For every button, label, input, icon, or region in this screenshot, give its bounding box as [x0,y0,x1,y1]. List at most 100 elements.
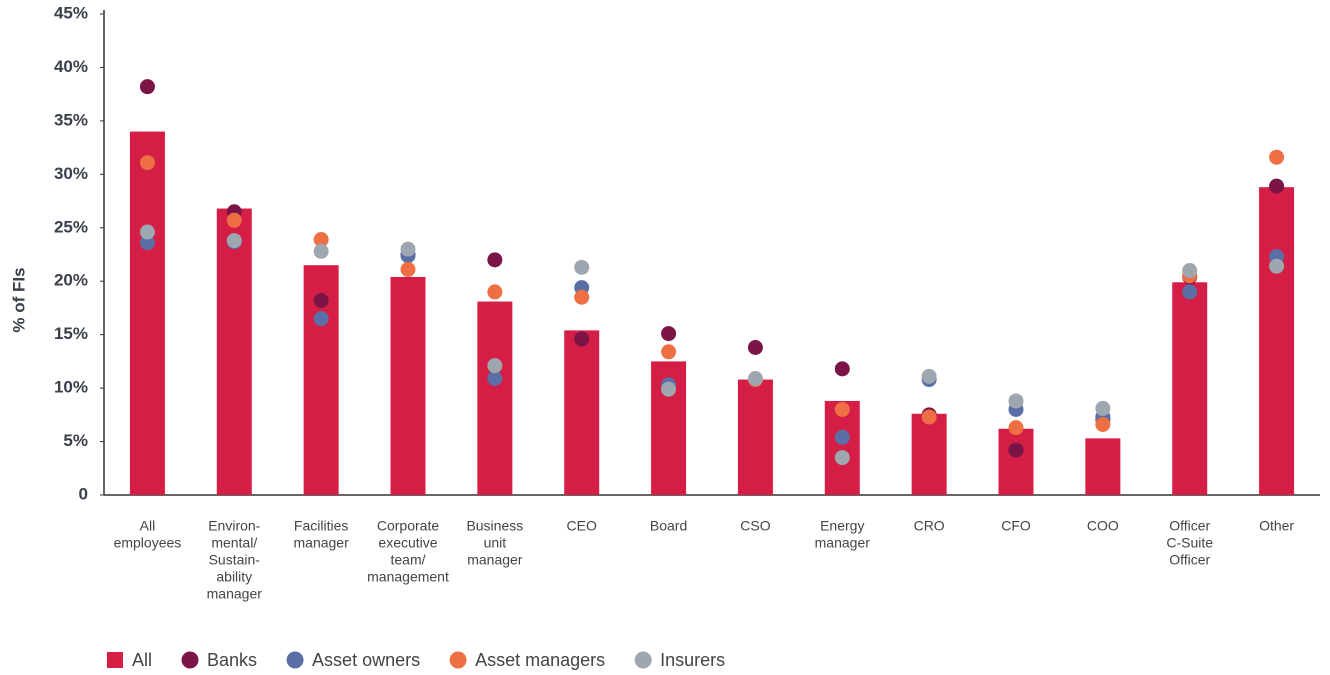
x-tick-label: CFO [1001,518,1031,534]
x-tick-label: Energy [820,518,864,534]
legend-swatch [181,651,199,669]
dot [834,429,850,445]
legend-swatch [286,651,304,669]
x-tick-label: team/ [390,552,425,568]
bar [1259,187,1295,495]
dot [139,155,155,171]
legend-label: Asset owners [312,650,420,670]
x-tick-label: CSO [740,518,770,534]
x-tick-label: Environ- [208,518,260,534]
legend-swatch [449,651,467,669]
x-tick-label: Sustain- [209,552,261,568]
x-tick-label: Board [650,518,687,534]
dot [661,344,677,360]
bar [216,208,252,495]
dot [226,233,242,249]
dot [1269,149,1285,165]
dot [226,212,242,228]
dot [661,381,677,397]
y-tick-label: 5% [63,431,88,450]
dot [400,241,416,257]
y-tick-label: 40% [54,57,88,76]
x-tick-label: C-Suite [1166,535,1213,551]
dot [313,243,329,259]
dot [921,368,937,384]
x-tick-label: Officer [1169,552,1210,568]
x-tick-label: Facilities [294,518,348,534]
x-tick-label: manager [207,586,263,602]
dot [1182,284,1198,300]
x-tick-label: ability [216,569,252,585]
bar [129,131,165,496]
bar [1172,282,1208,495]
dot [747,339,763,355]
legend-label: Insurers [660,650,725,670]
legend-label: All [132,650,152,670]
dot [139,79,155,95]
dot [1008,393,1024,409]
dot [574,331,590,347]
dot [139,235,155,251]
y-tick-label: 35% [54,110,88,129]
dot [400,261,416,277]
dot [661,326,677,342]
dot [313,311,329,327]
legend-swatch [107,652,123,668]
bar [737,379,773,495]
y-tick-label: 30% [54,164,88,183]
bar [1085,438,1121,495]
x-tick-label: Corporate [377,518,439,534]
y-tick-label: 0 [79,484,88,503]
dot [921,409,937,425]
dot [487,252,503,268]
x-tick-label: employees [114,535,182,551]
x-tick-label: Business [466,518,523,534]
bar [477,301,513,495]
dot [1269,258,1285,274]
x-tick-label: manager [294,535,350,551]
x-tick-label: COO [1087,518,1119,534]
x-tick-label: mental/ [211,535,257,551]
dot [487,358,503,374]
x-tick-label: manager [467,552,523,568]
dot [313,232,329,248]
y-tick-label: 20% [54,271,88,290]
x-tick-label: unit [484,535,507,551]
x-tick-label: Other [1259,518,1294,534]
dot [1182,263,1198,279]
y-tick-label: 15% [54,324,88,343]
legend-swatch [634,651,652,669]
dot [139,224,155,240]
bar [998,428,1034,495]
dot [1269,178,1285,194]
x-tick-label: All [140,518,156,534]
dot [1008,420,1024,436]
dot [574,289,590,305]
dot [747,370,763,386]
y-tick-label: 10% [54,378,88,397]
y-axis-label: % of FIs [9,267,28,332]
dot [1095,416,1111,432]
dot [574,259,590,275]
dot [1008,442,1024,458]
x-tick-label: Officer [1169,518,1210,534]
bar [390,276,426,495]
x-tick-label: CRO [914,518,945,534]
x-tick-label: management [367,569,449,585]
x-tick-label: manager [815,535,871,551]
y-tick-label: 45% [54,3,88,22]
dot [487,284,503,300]
bar [564,330,600,495]
x-tick-label: executive [378,535,437,551]
bar [911,413,947,495]
dot [313,292,329,308]
dot [834,361,850,377]
y-tick-label: 25% [54,217,88,236]
dot [834,401,850,417]
dot [834,450,850,466]
x-tick-label: CEO [567,518,597,534]
dot [1095,400,1111,416]
legend-label: Asset managers [475,650,605,670]
legend-label: Banks [207,650,257,670]
